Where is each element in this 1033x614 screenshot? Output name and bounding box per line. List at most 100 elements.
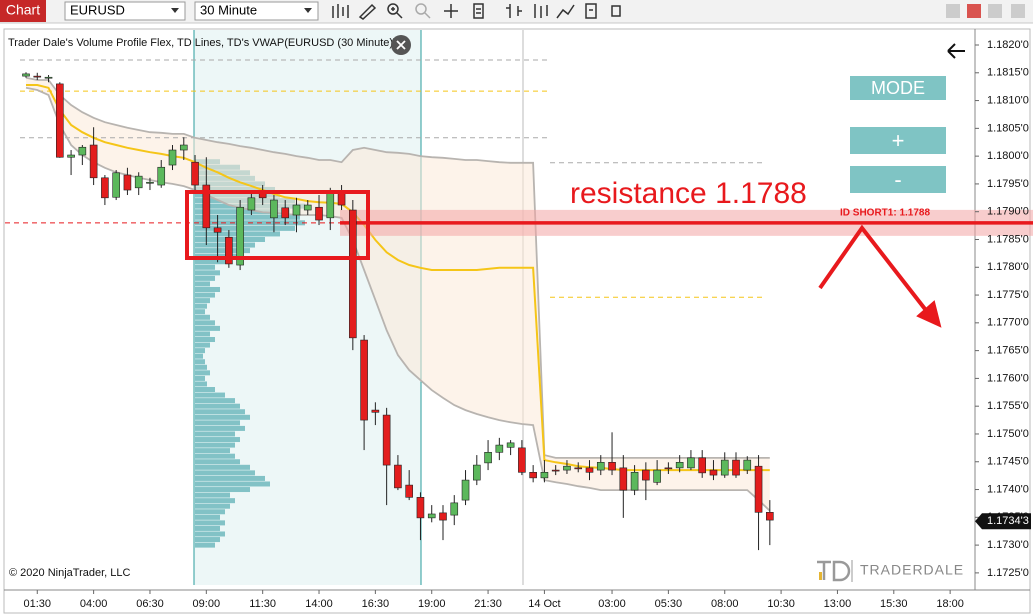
candle-body	[596, 462, 605, 471]
candle-body	[202, 184, 211, 229]
x-tick-label: 04:00	[80, 598, 108, 610]
minus-button[interactable]	[850, 166, 946, 193]
volume-bar	[195, 248, 250, 254]
bars-icon[interactable]	[332, 4, 349, 18]
candle-body	[89, 144, 98, 179]
volume-bar	[195, 414, 250, 420]
toolbar-icons	[332, 3, 621, 20]
resistance-box	[185, 190, 370, 260]
candle-body	[540, 472, 549, 479]
volume-bar	[195, 470, 255, 476]
volume-bar	[195, 537, 220, 543]
volume-bar	[195, 409, 245, 415]
y-tick-label: 1.1740'0	[987, 483, 1029, 495]
candle-body	[653, 469, 661, 483]
candle-body	[360, 339, 368, 421]
candle-body	[337, 192, 346, 206]
candle-body	[518, 447, 526, 473]
volume-bar	[195, 298, 210, 304]
candle-body	[754, 465, 763, 513]
candle-body	[720, 459, 729, 476]
candle-body	[743, 459, 752, 471]
volume-bar	[195, 281, 210, 287]
back-arrow[interactable]	[947, 43, 965, 59]
templates-icon[interactable]	[585, 3, 597, 19]
candle-body	[472, 464, 481, 481]
dropdown-arrow	[171, 8, 179, 13]
close-icon	[396, 40, 406, 50]
x-tick-label: 19:00	[418, 598, 446, 610]
volume-bar	[195, 314, 210, 320]
restore-button[interactable]	[988, 4, 1002, 18]
volume-bar	[195, 325, 220, 331]
candle-body	[213, 227, 222, 233]
volume-bar	[195, 420, 240, 426]
candle-body	[56, 83, 64, 158]
volume-bar	[195, 481, 270, 487]
draw-icon[interactable]	[358, 3, 377, 20]
volume-bar	[195, 453, 235, 459]
strategies-icon[interactable]	[534, 4, 548, 18]
candle-body	[179, 144, 188, 151]
candle-body	[687, 457, 695, 469]
shares-icon[interactable]	[611, 5, 621, 17]
chart-tab[interactable]	[0, 0, 46, 22]
volume-bar	[195, 275, 215, 281]
zoom-in-icon[interactable]	[387, 3, 399, 15]
x-tick-label: 01:30	[24, 598, 52, 610]
volume-bar	[195, 320, 215, 326]
candle-body	[551, 469, 560, 472]
volume-bar	[195, 292, 215, 298]
crosshair-icon[interactable]	[444, 4, 458, 18]
x-tick-label: 05:30	[655, 598, 683, 610]
timeframe-select[interactable]	[194, 1, 319, 21]
x-tick-label: 14:00	[305, 598, 333, 610]
volume-bar	[195, 392, 225, 398]
candle-body	[281, 207, 290, 219]
y-tick-label: 1.1780'0	[987, 261, 1029, 273]
zoom-out-icon[interactable]	[415, 3, 427, 15]
properties-icon[interactable]	[473, 3, 484, 19]
x-tick-label: 13:00	[824, 598, 852, 610]
plus-button[interactable]	[850, 127, 946, 154]
candle-body	[732, 459, 740, 476]
volume-bar	[195, 425, 245, 431]
candle-body	[236, 206, 244, 266]
x-tick-label: 16:30	[362, 598, 390, 610]
lines-icon[interactable]	[556, 4, 575, 19]
volume-bar	[195, 525, 220, 531]
upper-band	[25, 76, 770, 459]
candle-body	[608, 462, 616, 471]
volume-bar	[195, 442, 235, 448]
plus-label: +	[892, 128, 905, 153]
logo-mark	[817, 560, 851, 582]
candle-body	[112, 172, 120, 198]
candle-body	[484, 452, 492, 464]
instrument-select[interactable]	[64, 1, 186, 21]
close-window-button[interactable]	[1011, 4, 1025, 18]
mode-button[interactable]	[850, 76, 946, 100]
chart-title: Trader Dale's Volume Profile Flex, TD Li…	[8, 37, 397, 49]
y-tick-label: 1.1800'0	[987, 150, 1029, 162]
candle-body	[450, 502, 459, 516]
volume-bar	[195, 520, 225, 526]
candle-body	[134, 175, 143, 189]
x-tick-label: 06:30	[136, 598, 164, 610]
volume-bar	[195, 242, 255, 248]
resistance-label: ID SHORT1: 1.1788	[840, 208, 930, 219]
y-tick-label: 1.1725'0	[987, 567, 1029, 579]
y-tick-label: 1.1790'0	[987, 206, 1029, 218]
candle-body	[123, 174, 132, 191]
maximize-button[interactable]	[967, 4, 981, 18]
minimize-button[interactable]	[946, 4, 960, 18]
candle-body	[247, 197, 256, 211]
candle-body	[101, 177, 109, 199]
candle-body	[709, 469, 718, 476]
candle-body	[157, 166, 166, 186]
candle-body	[78, 146, 87, 156]
volume-bar	[195, 342, 210, 348]
volume-bar	[195, 498, 235, 504]
candle-body	[191, 161, 199, 186]
indicators-icon[interactable]	[506, 4, 522, 18]
